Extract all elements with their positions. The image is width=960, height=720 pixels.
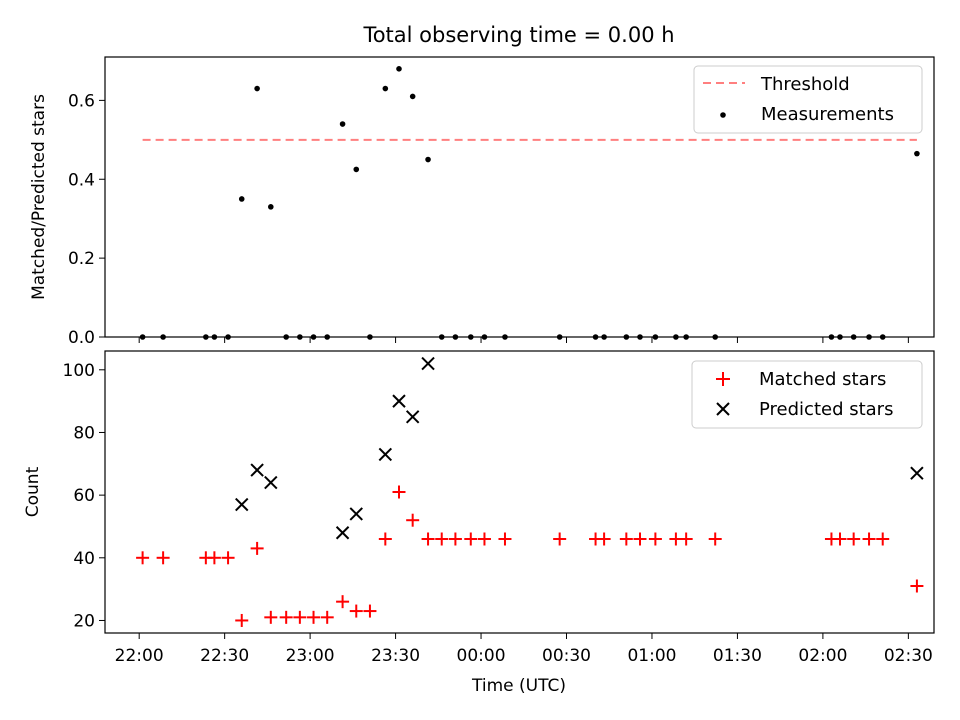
bottom-axes-frame: [104, 350, 935, 634]
matched-star-point: [597, 532, 611, 546]
matched-star-point: [679, 532, 693, 546]
matched-star-point: [363, 604, 377, 618]
bottom-legend-box: [691, 360, 923, 429]
matched-star-point: [320, 610, 334, 624]
matched-star-point: [633, 532, 647, 546]
predicted-star-point: [264, 475, 278, 490]
x-axis-title: Time (UTC): [471, 676, 566, 696]
measurement-point: [425, 156, 431, 163]
matched-star-point: [708, 532, 722, 546]
x-tick-label: 00:00: [457, 646, 506, 666]
top-y-tick-label: 0.6: [68, 91, 95, 111]
x-tick-label: 23:00: [286, 646, 335, 666]
matched-star-point: [421, 532, 435, 546]
legend-predicted-label: Predicted stars: [759, 399, 893, 420]
legend-matched-label: Matched stars: [759, 369, 886, 390]
matched-star-point: [136, 551, 150, 565]
matched-star-point: [279, 610, 293, 624]
measurement-point: [382, 85, 389, 92]
top-legend: Threshold Measurements: [693, 65, 923, 134]
matched-star-point: [477, 532, 491, 546]
chart-title: Total observing time = 0.00 h: [362, 23, 674, 47]
matched-star-point: [264, 610, 278, 624]
predicted-star-point: [235, 497, 249, 512]
x-tick-label: 00:30: [542, 646, 591, 666]
matched-star-point: [293, 610, 307, 624]
measurement-point: [238, 196, 245, 202]
matched-star-point: [498, 532, 512, 546]
matched-star-point: [833, 532, 847, 546]
predicted-star-point: [421, 356, 435, 371]
bottom-legend: Matched stars Predicted stars: [691, 360, 923, 429]
matched-star-point: [250, 541, 264, 555]
legend-threshold-label: Threshold: [760, 74, 850, 95]
top-y-axis-title: Matched/Predicted stars: [29, 94, 49, 300]
predicted-star-point: [250, 463, 264, 477]
x-tick-label: 01:00: [627, 646, 676, 666]
measurement-point: [339, 121, 346, 127]
measurement-point: [268, 204, 274, 210]
top-legend-box: [693, 65, 923, 134]
legend-measurements-label: Measurements: [761, 104, 894, 125]
legend-matched-swatch: [716, 372, 730, 386]
matched-star-point: [307, 610, 321, 624]
matched-star-point: [553, 532, 567, 546]
top-axes-frame: [104, 56, 935, 338]
matched-star-point: [378, 532, 392, 546]
matched-star-point: [876, 532, 890, 546]
top-panel: 0.0 0.2 0.4 0.6 Matched/Predicted stars Thr…: [29, 56, 935, 348]
x-tick-label: 22:00: [115, 646, 164, 666]
matched-star-point: [619, 532, 633, 546]
top-y-tick-label: 0.4: [68, 170, 95, 190]
matched-star-point: [862, 532, 876, 546]
matched-star-point: [847, 532, 861, 546]
matched-star-point: [464, 532, 478, 546]
measurement-point: [409, 93, 416, 100]
x-tick-label: 02:30: [884, 646, 933, 666]
predicted-star-point: [349, 507, 363, 521]
matched-star-point: [648, 532, 662, 546]
top-y-tick-label: 0.0: [68, 328, 95, 348]
x-tick-label: 02:00: [798, 646, 847, 666]
measurement-point: [914, 150, 920, 157]
predicted-star-point: [405, 410, 420, 424]
bottom-y-tick-label: 20: [73, 611, 95, 631]
measurement-point: [254, 85, 260, 92]
predicted-star-point: [378, 447, 393, 462]
matched-star-point: [406, 513, 420, 527]
matched-star-point: [221, 551, 235, 565]
matched-star-point: [910, 579, 924, 593]
predicted-star-point: [392, 394, 406, 408]
matched-star-point: [349, 604, 363, 618]
bottom-y-tick-label: 40: [73, 549, 95, 569]
matched-star-point: [207, 551, 221, 565]
bottom-y-tick-label: 80: [73, 423, 95, 443]
bottom-y-axis-title: Count: [23, 466, 43, 517]
predicted-star-point: [910, 466, 924, 480]
top-y-tick-label: 0.2: [68, 249, 95, 269]
predicted-star-point: [335, 526, 350, 540]
matched-star-point: [156, 551, 170, 565]
matched-star-point: [448, 532, 462, 546]
measurement-point: [396, 66, 402, 72]
bottom-panel: 20 40 60 80 100 22:00 22:30 23:00 23:30 00:00 00:…: [23, 350, 935, 696]
matched-star-point: [235, 613, 249, 627]
bottom-y-tick-label: 60: [73, 486, 95, 506]
measurement-point: [353, 166, 360, 173]
legend-predicted-swatch: [716, 402, 730, 416]
x-tick-label: 22:30: [200, 646, 249, 666]
x-tick-label: 23:30: [371, 646, 420, 666]
matched-star-point: [435, 532, 449, 546]
x-tick-label: 01:30: [713, 646, 762, 666]
matched-star-point: [336, 595, 350, 609]
legend-measurements-swatch: [720, 112, 726, 118]
matched-star-point: [392, 485, 406, 499]
bottom-y-tick-label: 100: [63, 361, 95, 381]
